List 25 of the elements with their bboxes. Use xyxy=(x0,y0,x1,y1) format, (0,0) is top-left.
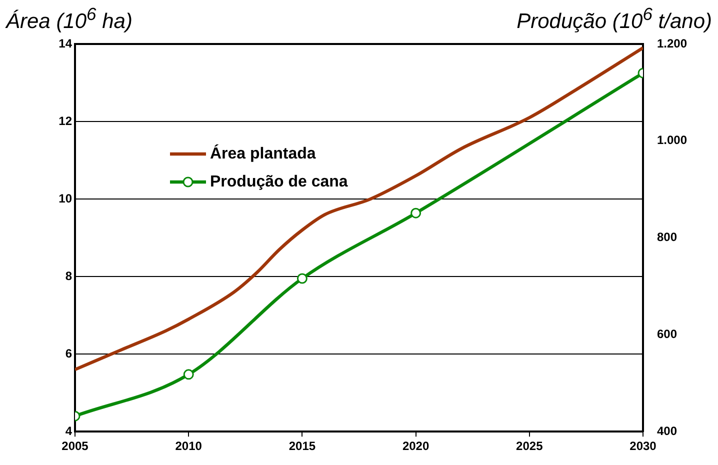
y-tick-label: 10 xyxy=(58,191,72,206)
point xyxy=(296,273,308,284)
y2-tick-label: 1.000 xyxy=(657,133,688,148)
point xyxy=(183,369,194,380)
legend-label: Produção de cana xyxy=(210,173,348,190)
x-tick-label: 2025 xyxy=(516,439,544,454)
y-axis-title: Área (10$^{6}$ ha) xyxy=(6,4,132,34)
x-tick-label: 2030 xyxy=(630,439,657,454)
y-tick-label: 14 xyxy=(58,36,72,50)
y2-tick-label: 600 xyxy=(657,327,678,342)
y2-tick-label: 1.200 xyxy=(657,36,688,50)
x-tick-label: 2010 xyxy=(175,439,202,454)
y2-tick-label: 800 xyxy=(657,230,678,244)
y-tick-label: 4 xyxy=(65,424,72,438)
legend-label: Área plantada xyxy=(210,143,316,162)
y-tick-label: 6 xyxy=(65,346,72,360)
y2-axis-title: Produção (10$^{6}$ t/ano) xyxy=(516,4,712,34)
y-tick-label: 12 xyxy=(58,114,72,128)
point xyxy=(410,208,422,218)
x-tick-label: 2005 xyxy=(62,439,89,454)
x-tick-label: 2015 xyxy=(288,439,316,454)
x-tick-label: 2020 xyxy=(402,439,430,454)
y2-tick-label: 400 xyxy=(657,424,678,438)
y-tick-label: 8 xyxy=(65,268,72,283)
line-series xyxy=(75,46,643,372)
